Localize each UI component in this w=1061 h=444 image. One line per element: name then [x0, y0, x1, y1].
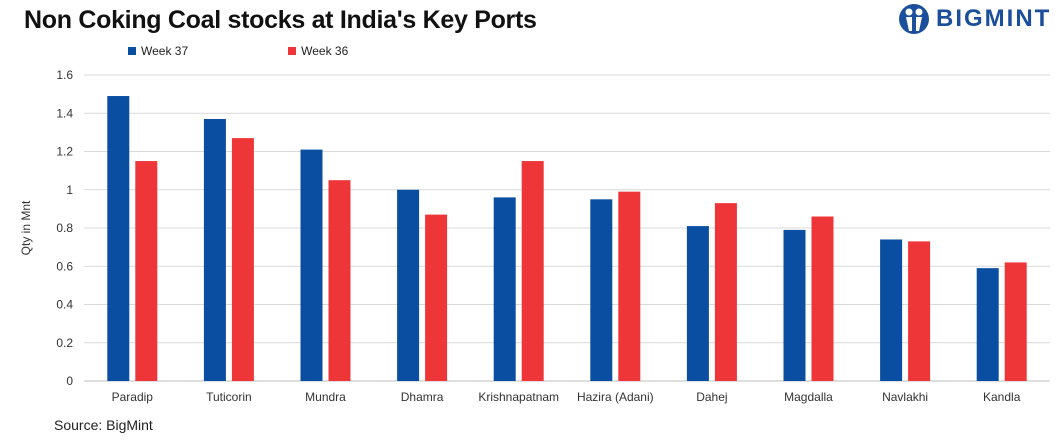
- x-tick-label: Hazira (Adani): [577, 390, 654, 404]
- y-tick-label: 0.8: [56, 221, 73, 235]
- bar-week-36: [714, 203, 737, 381]
- bar-week-36: [521, 161, 544, 381]
- bigmint-logo: BIGMINT: [898, 3, 1051, 35]
- x-tick-label: Mundra: [305, 390, 346, 404]
- bar-week-37: [590, 199, 613, 381]
- legend: Week 37 Week 36: [128, 44, 348, 58]
- logo-text: BIGMINT: [936, 5, 1052, 32]
- bar-week-37: [976, 268, 999, 381]
- y-tick-label: 0.6: [56, 259, 73, 273]
- x-tick-label: Magdalla: [784, 390, 833, 404]
- legend-label: Week 36: [301, 44, 349, 58]
- legend-week-36: Week 36: [288, 44, 348, 58]
- bar-week-37: [686, 226, 709, 381]
- bar-week-36: [908, 241, 931, 381]
- bar-week-37: [783, 229, 806, 381]
- bar-week-36: [231, 138, 254, 381]
- bar-week-37: [203, 118, 226, 382]
- y-axis-label: Qty in Mnt: [19, 200, 33, 255]
- x-tick-label: Krishnapatnam: [478, 390, 559, 404]
- y-tick-label: 1: [66, 183, 73, 197]
- bar-week-36: [811, 216, 834, 381]
- bar-week-36: [328, 180, 351, 381]
- legend-label: Week 37: [141, 44, 189, 58]
- x-tick-label: Dahej: [696, 390, 727, 404]
- x-tick-label: Navlakhi: [882, 390, 928, 404]
- legend-week-37: Week 37: [128, 44, 188, 58]
- bar-week-37: [397, 189, 420, 381]
- x-tick-label: Kandla: [983, 390, 1021, 404]
- legend-swatch: [288, 47, 297, 55]
- y-tick-label: 1.6: [56, 68, 73, 82]
- y-tick-label: 1.2: [56, 145, 73, 159]
- bar-week-36: [135, 161, 158, 381]
- x-tick-label: Paradip: [112, 390, 154, 404]
- y-tick-label: 0.4: [56, 298, 73, 312]
- bar-week-36: [425, 214, 448, 381]
- source-note: Source: BigMint: [54, 417, 153, 433]
- bar-week-37: [880, 239, 903, 381]
- bar-week-37: [300, 149, 323, 381]
- chart-title: Non Coking Coal stocks at India's Key Po…: [24, 6, 537, 34]
- x-tick-label: Dhamra: [401, 390, 444, 404]
- bar-week-37: [107, 96, 130, 381]
- bigmint-logo-icon: [899, 4, 929, 34]
- legend-swatch: [128, 47, 136, 55]
- bar-week-36: [1004, 262, 1027, 381]
- y-tick-label: 1.4: [56, 106, 73, 120]
- bar-week-36: [618, 191, 641, 381]
- bar-week-37: [493, 197, 516, 381]
- x-tick-label: Tuticorin: [206, 390, 252, 404]
- y-tick-label: 0.2: [56, 336, 73, 350]
- y-tick-label: 0: [66, 374, 73, 388]
